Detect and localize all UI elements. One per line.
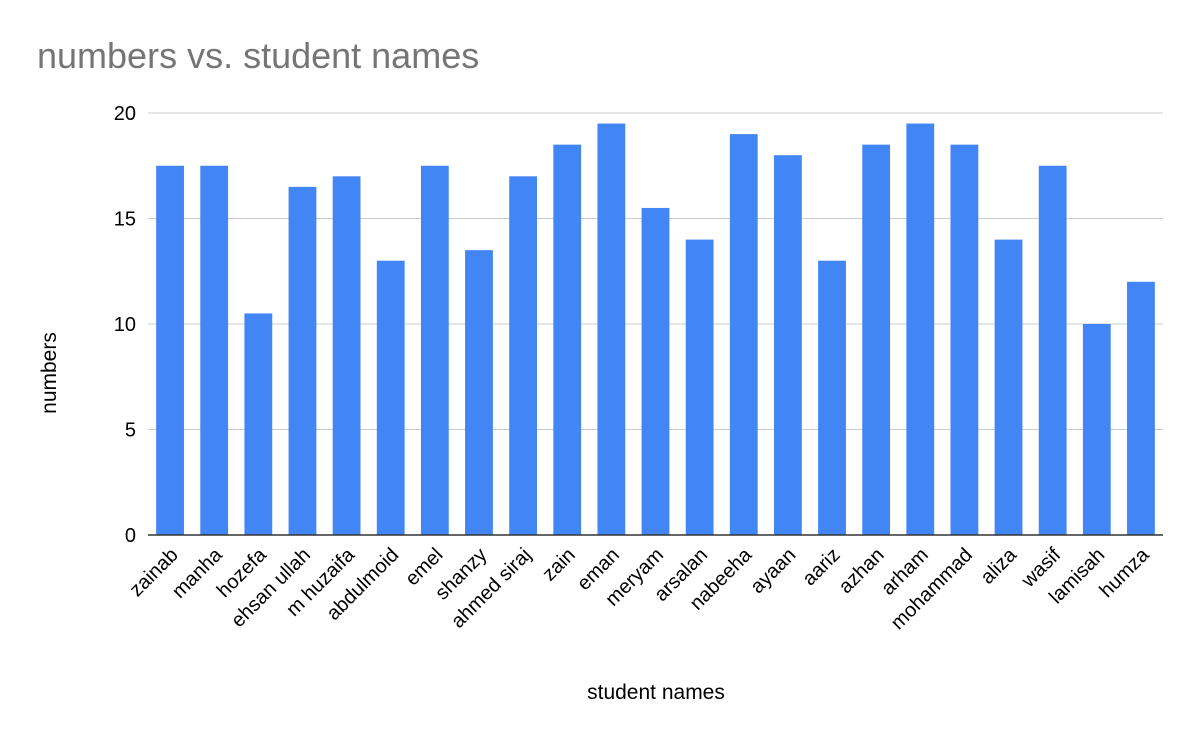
bar xyxy=(818,260,846,535)
bar xyxy=(862,144,891,535)
bar xyxy=(994,239,1023,535)
x-tick-label: humza xyxy=(1095,543,1154,602)
bar xyxy=(156,165,184,535)
y-tick-label: 5 xyxy=(125,420,136,442)
bar xyxy=(1082,324,1111,535)
chart-title: numbers vs. student names xyxy=(37,35,479,76)
bar xyxy=(465,250,493,535)
bar xyxy=(420,165,449,535)
bar xyxy=(597,123,626,536)
x-tick-label: manha xyxy=(168,543,227,602)
bar xyxy=(376,260,405,535)
y-axis-title: numbers xyxy=(38,332,61,414)
y-tick-label: 0 xyxy=(125,525,136,547)
bar xyxy=(685,239,714,535)
y-tick-label: 10 xyxy=(114,314,136,336)
bar xyxy=(553,144,582,535)
x-axis-title: student names xyxy=(587,681,725,704)
bar xyxy=(288,186,317,535)
y-axis-tick-labels: 0 5 10 15 20 xyxy=(114,103,136,547)
bar xyxy=(773,155,802,535)
bars xyxy=(156,123,1155,536)
bar xyxy=(729,134,758,535)
bar xyxy=(641,207,670,535)
bar xyxy=(906,123,935,536)
x-tick-label: aliza xyxy=(976,543,1021,588)
bar xyxy=(509,176,538,536)
bar xyxy=(950,144,979,535)
x-tick-label: ayaan xyxy=(746,544,800,598)
x-tick-label: azhan xyxy=(835,544,889,598)
bar xyxy=(332,176,361,536)
bar xyxy=(1038,165,1067,535)
bar xyxy=(200,165,229,535)
bar xyxy=(1127,281,1155,535)
bar xyxy=(244,313,273,535)
y-tick-label: 20 xyxy=(114,103,136,125)
y-tick-label: 15 xyxy=(114,209,136,231)
